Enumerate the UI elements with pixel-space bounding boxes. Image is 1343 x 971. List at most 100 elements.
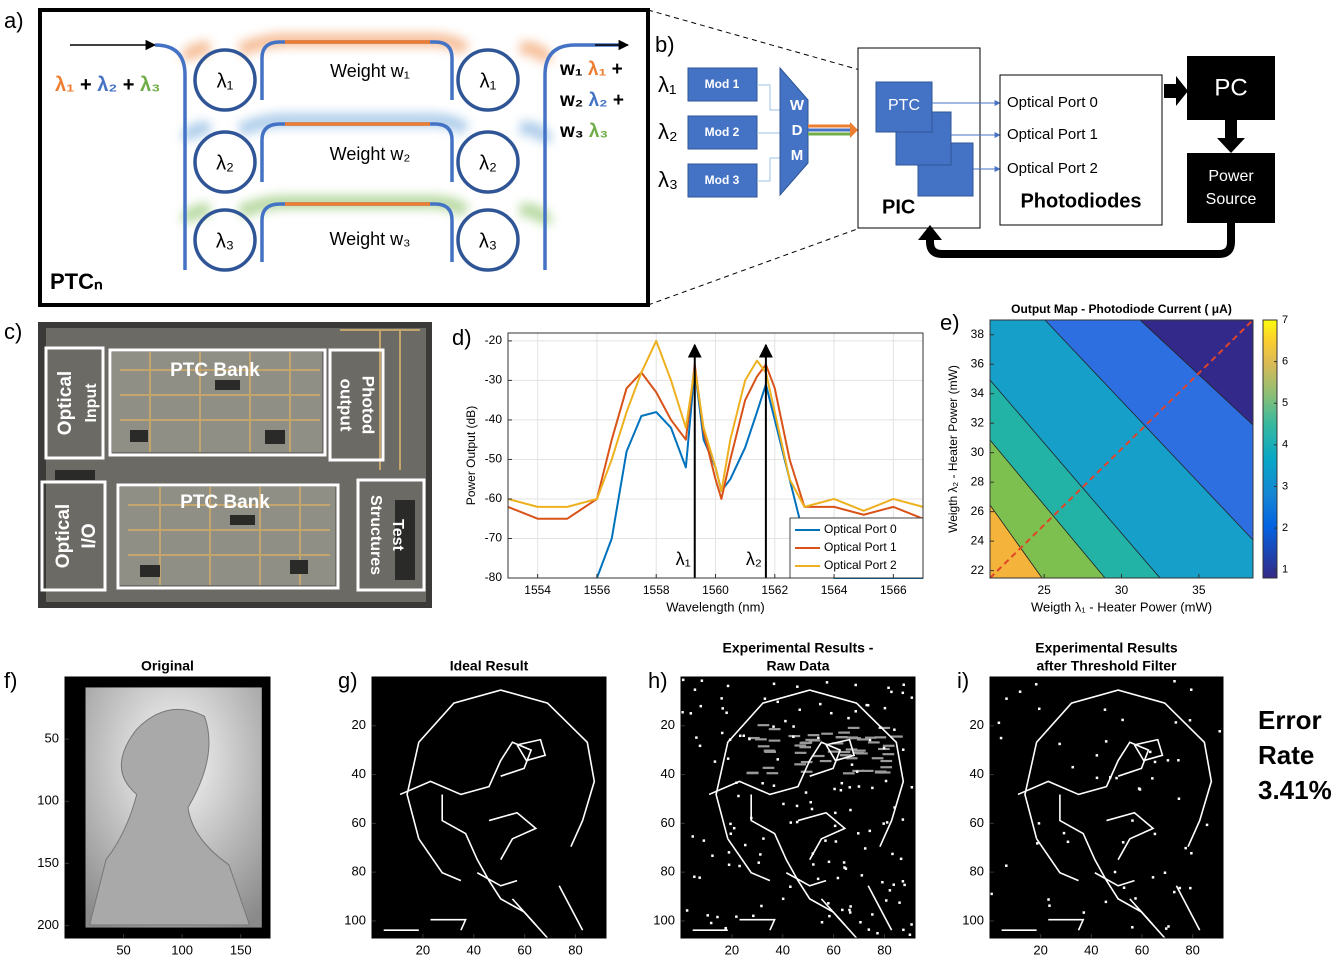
colorbar-label: 5 [1282,397,1288,409]
image-noise [703,839,706,842]
image-noise [690,712,693,715]
image-noise [1152,876,1155,879]
image-noise [869,830,872,833]
panel-label: g) [338,668,358,693]
image-noise [796,805,799,808]
x-tick-label: 40 [1084,942,1098,957]
image-noise [890,691,893,694]
image-noise [838,732,850,734]
image-noise [893,806,896,809]
image-noise [847,717,850,720]
colorbar-label: 3 [1282,480,1288,492]
x-tick-label: 30 [1115,583,1129,597]
chart-title: Output Map - Photodiode Current ( μA) [1011,302,1232,316]
y-tick-label: 60 [352,815,366,830]
y-tick-label: 20 [970,717,984,732]
x-tick-label: 25 [1037,583,1051,597]
image-noise [858,785,861,788]
inputs: λ₁ λ₂ λ₃ [658,72,678,192]
lambda: λ₂ [589,90,608,111]
image-noise [856,752,868,754]
image-noise [903,684,906,687]
y-tick-label: 28 [971,474,985,488]
image-noise [747,772,759,774]
lambda: λ₃ [589,121,608,142]
annotation-label: λ₁ [676,549,691,569]
image-noise [792,736,795,739]
image-noise [801,771,813,773]
image-noise [701,679,704,682]
image-noise [1005,697,1008,700]
image-noise [833,788,836,791]
image-noise [782,898,785,901]
image-noise [743,734,746,737]
image-noise [820,760,832,762]
image-noise [880,766,892,768]
image-noise [721,707,724,710]
image-noise [799,709,802,712]
image-noise [1123,886,1126,889]
y-axis-label: Weigth λ₂ - Heater Power (mW) [946,365,960,533]
image-noise [763,767,775,769]
image-noise [1190,688,1193,691]
image-noise [773,683,776,686]
image-noise [834,812,837,815]
ring-label: λ₂ [479,152,497,174]
image-noise [748,738,751,741]
wdm-letter: W [790,97,805,114]
image-noise [835,840,838,843]
image-noise [772,725,775,728]
image-noise [840,789,843,792]
image-noise [911,786,914,789]
image-noise [730,832,733,835]
port-label: Optical Port 2 [1007,160,1098,177]
chart-title: Ideal Result [450,658,529,674]
lambda: λ₂ [97,74,117,96]
image-noise [737,795,740,798]
port-label: Optical Port 0 [1007,94,1098,111]
image-noise [881,881,884,884]
panel-label: f) [4,668,17,693]
pic-label: PIC [882,196,915,218]
image-noise [828,915,831,918]
panel-label: i) [957,668,969,693]
image-noise [830,712,833,715]
image-bg [372,677,606,938]
image-noise [883,745,895,747]
image-noise [733,827,736,830]
y-tick-label: 32 [971,415,985,429]
image-noise [867,704,870,707]
y-tick-label: -40 [485,412,503,426]
y-tick-label: 26 [971,504,985,518]
image-noise [812,863,815,866]
image-noise [801,761,813,763]
image-noise [752,915,755,918]
region-label: Photod [359,376,378,435]
image-noise [1019,690,1022,693]
image-noise [694,688,697,691]
image-noise [738,865,741,868]
x-tick-label: 1562 [761,583,788,597]
image-noise [691,835,694,838]
image-noise [1036,842,1039,845]
annotation-label: λ₂ [746,549,762,569]
image-noise [884,707,887,710]
image-noise [817,737,820,740]
image-noise [857,832,860,835]
x-tick-label: 40 [467,942,481,957]
colorbar-label: 1 [1282,564,1288,576]
power-label: Power [1208,168,1254,185]
x-tick-label: 20 [416,942,430,957]
chart-title: Raw Data [766,658,829,674]
image-noise [1083,911,1086,914]
image-noise [744,844,747,847]
image-noise [1138,787,1141,790]
plus: + [123,74,135,96]
mod-label: Mod 1 [705,77,740,91]
image-noise [843,866,846,869]
mod-label: Mod 3 [705,173,740,187]
image-noise [874,736,886,738]
y-tick-label: -60 [485,491,503,505]
colorbar-label: 2 [1282,522,1288,534]
